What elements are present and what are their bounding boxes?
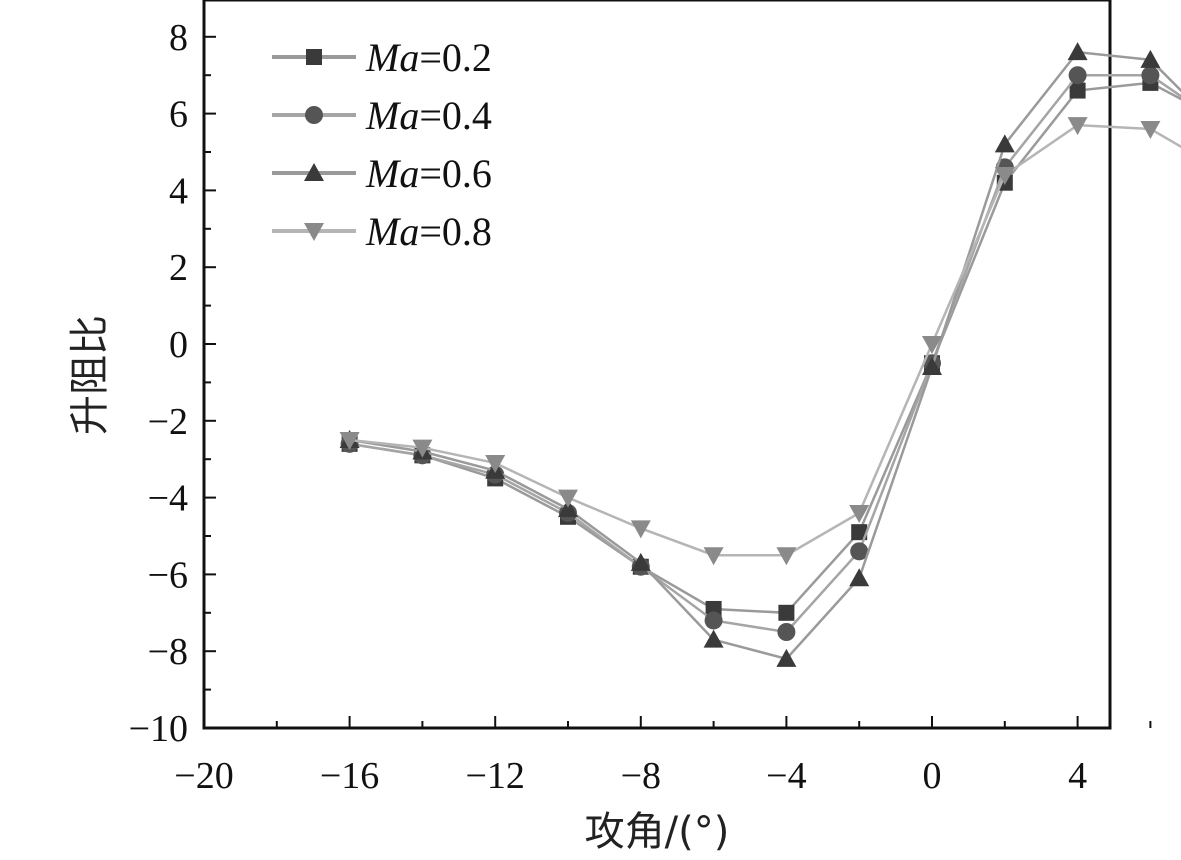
data-point [776, 547, 797, 566]
data-point [412, 439, 433, 458]
x-tick-label: −8 [621, 755, 661, 797]
data-point [1141, 66, 1160, 85]
y-tick-label: −4 [148, 478, 188, 520]
y-tick-label: 2 [169, 247, 188, 289]
x-tick-label: −12 [465, 755, 524, 797]
series-line [349, 50, 1181, 661]
x-tick-label: 4 [1068, 755, 1087, 797]
data-point [1068, 66, 1087, 85]
x-tick-label: 0 [923, 755, 942, 797]
data-point [1069, 82, 1086, 99]
data-point [558, 499, 578, 518]
y-tick-label: 4 [169, 170, 188, 212]
data-point [922, 336, 942, 354]
data-point [630, 552, 651, 571]
legend-label: Ma=0.8 [365, 209, 492, 254]
plot-frame [202, 0, 1112, 730]
series-ma-0-8 [339, 117, 1181, 566]
data-point [703, 547, 724, 566]
legend-marker [305, 106, 323, 124]
data-point [994, 167, 1015, 186]
legend: Ma=0.2 Ma=0.4 Ma=0.6 Ma=0.8 [272, 35, 492, 254]
data-point [849, 504, 870, 523]
x-tick-labels: −20−16−12−8−40481216202428 [174, 755, 1087, 797]
data-point [704, 611, 723, 630]
y-axis-label: 升阻比 [67, 315, 113, 435]
data-point [558, 489, 578, 508]
legend-marker [306, 49, 322, 65]
data-point [1067, 42, 1088, 61]
data-point [777, 623, 796, 641]
data-point [485, 455, 506, 474]
data-point [1140, 120, 1161, 139]
data-point [1140, 49, 1161, 68]
legend-marker [304, 223, 324, 241]
data-point [339, 432, 360, 450]
y-tick-labels: −10 −8 −6 −4 −2 0 2 4 6 8 [129, 17, 188, 750]
series-layer [339, 42, 1181, 667]
legend-marker [304, 163, 324, 181]
y-tick-label: −8 [148, 631, 188, 673]
y-tick-label: 6 [169, 94, 188, 136]
legend-label: Ma=0.4 [365, 93, 492, 138]
x-tick-label: −16 [320, 755, 379, 797]
data-point [849, 568, 870, 587]
y-tick-label: −2 [148, 401, 188, 443]
data-point [994, 134, 1015, 153]
y-tick-label: −6 [148, 554, 188, 596]
data-point [1067, 117, 1088, 136]
data-point [703, 629, 724, 648]
data-point [778, 604, 795, 621]
data-point [776, 648, 797, 667]
legend-label: Ma=0.2 [365, 35, 492, 80]
series-ma-0-6 [339, 42, 1181, 667]
legend-label: Ma=0.6 [365, 151, 492, 196]
y-tick-label: 8 [169, 17, 188, 59]
y-tick-label: −10 [129, 708, 188, 750]
y-tick-label: 0 [169, 324, 188, 366]
data-point [630, 520, 651, 539]
x-axis-label: 攻角/(°) [585, 809, 730, 855]
data-point [850, 542, 869, 561]
x-tick-label: −20 [174, 755, 233, 797]
x-tick-label: −4 [766, 755, 806, 797]
data-point [851, 524, 868, 541]
data-point [922, 357, 942, 376]
axis-ticks [203, 35, 1152, 729]
